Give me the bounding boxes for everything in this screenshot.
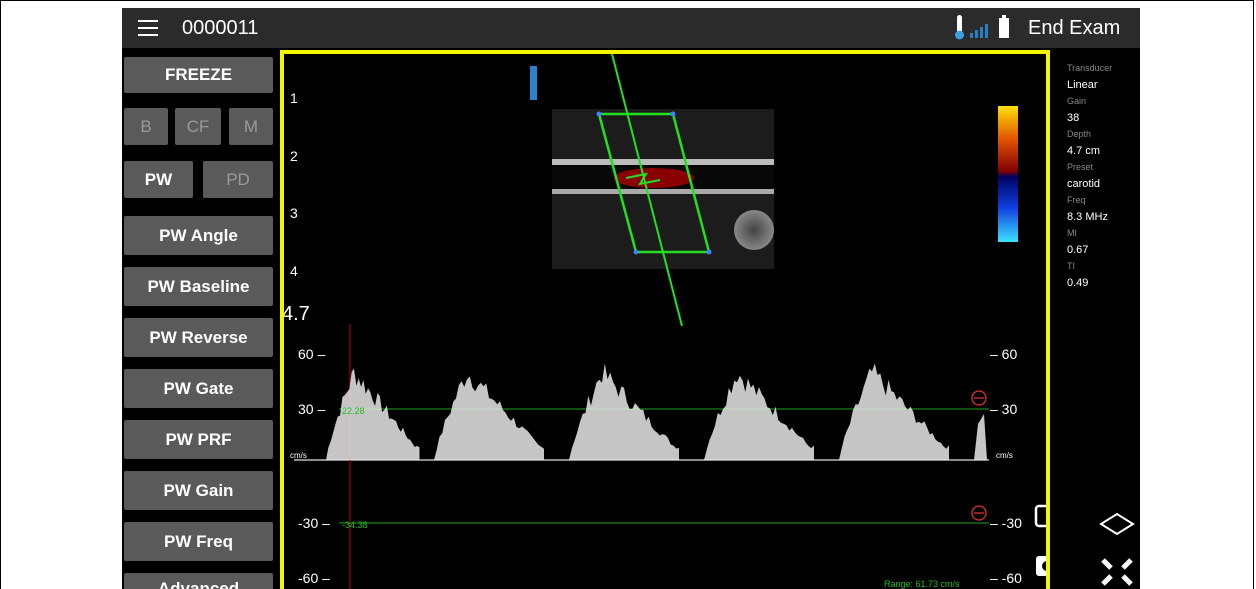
side-icons[interactable] bbox=[1097, 498, 1137, 589]
scale-label: -60 – bbox=[298, 570, 330, 586]
doppler-waveform bbox=[326, 368, 420, 460]
info-value: 8.3 MHz bbox=[1067, 210, 1108, 223]
top-bar: 0000011 End Exam bbox=[122, 8, 1140, 48]
scale-label: 60 – bbox=[298, 346, 325, 362]
doppler-cursor bbox=[611, 54, 683, 327]
doppler-waveform bbox=[704, 375, 814, 460]
doppler-waveform bbox=[434, 376, 544, 460]
patient-id: 0000011 bbox=[182, 17, 259, 39]
depth-value: 4.7 bbox=[284, 303, 310, 325]
range-label: Range: 61.73 cm/s bbox=[884, 579, 960, 589]
info-value: 0.67 bbox=[1067, 243, 1089, 256]
gate bbox=[625, 172, 661, 186]
info-value: 0.49 bbox=[1067, 276, 1089, 289]
ultrasound-canvas: 1 2 3 4 4.7 60 – – 60 30 – – 30 cm/s cm/s -30 – – -3… bbox=[284, 54, 1046, 589]
button[interactable]: PW bbox=[124, 161, 193, 198]
scale-label: -30 – bbox=[298, 515, 330, 531]
info-panel: Transducer Linear Gain 38 Depth 4.7 cm Preset c… bbox=[1067, 60, 1137, 291]
vessel-cross-section bbox=[734, 210, 774, 250]
info-label: Transducer bbox=[1067, 63, 1113, 73]
info-value: Linear bbox=[1067, 78, 1098, 91]
depth-mark: 2 bbox=[290, 148, 298, 164]
scale-label: – -30 bbox=[990, 515, 1022, 531]
scale-label: – 30 bbox=[990, 401, 1017, 417]
button[interactable]: PW Angle bbox=[124, 216, 273, 255]
button[interactable]: PW Gate bbox=[124, 369, 273, 408]
button[interactable]: FREEZE bbox=[124, 57, 273, 93]
color-flow bbox=[614, 168, 694, 188]
vessel-wall bbox=[552, 159, 774, 165]
scale-label: 30 – bbox=[298, 401, 325, 417]
scale-label: cm/s bbox=[996, 451, 1013, 460]
scale-label: – -60 bbox=[990, 570, 1022, 586]
button[interactable]: PD bbox=[203, 161, 273, 198]
gate-velocity: 22.28 bbox=[342, 406, 365, 416]
button[interactable]: Advanced bbox=[124, 573, 273, 589]
image-view: 1 2 3 4 4.7 60 – – 60 30 – – 30 cm/s cm/s -30 – – -3… bbox=[280, 50, 1050, 589]
button[interactable]: PW Baseline bbox=[124, 267, 273, 306]
depth-mark: 4 bbox=[290, 263, 298, 279]
button[interactable]: PW Reverse bbox=[124, 318, 273, 357]
info-label: Preset bbox=[1067, 162, 1094, 172]
info-value: carotid bbox=[1067, 177, 1101, 190]
color-bar bbox=[998, 106, 1018, 242]
info-value: 38 bbox=[1067, 111, 1080, 124]
button[interactable]: PW Gain bbox=[124, 471, 273, 510]
scale-label: cm/s bbox=[290, 451, 307, 460]
button[interactable]: M bbox=[229, 108, 273, 145]
probe-marker bbox=[530, 66, 537, 100]
doppler-waveform bbox=[974, 414, 987, 460]
snapshot-icon[interactable] bbox=[1036, 556, 1046, 576]
app: 0000011 End Exam FREEZE B CF M PW PD PW … bbox=[122, 8, 1140, 589]
depth-mark: 3 bbox=[290, 205, 298, 221]
vessel-wall bbox=[552, 189, 774, 194]
info-label: MI bbox=[1067, 228, 1077, 238]
button[interactable]: B bbox=[124, 108, 168, 145]
button[interactable]: PW PRF bbox=[124, 420, 273, 459]
info-label: TI bbox=[1067, 261, 1075, 271]
menu-icon[interactable] bbox=[138, 19, 160, 37]
info-label: Depth bbox=[1067, 129, 1092, 139]
gate-velocity: -34.38 bbox=[342, 520, 368, 530]
end-exam[interactable]: End Exam bbox=[1028, 17, 1121, 39]
doppler-waveform bbox=[569, 363, 679, 460]
doppler-waveform bbox=[839, 363, 949, 460]
depth-mark: 1 bbox=[290, 90, 298, 106]
button[interactable]: CF bbox=[175, 108, 221, 145]
button[interactable]: PW Freq bbox=[124, 522, 273, 561]
info-value: 4.7 cm bbox=[1067, 144, 1101, 157]
scale-label: – 60 bbox=[990, 346, 1017, 362]
status-icons bbox=[955, 15, 1009, 40]
info-label: Gain bbox=[1067, 96, 1087, 106]
info-label: Freq bbox=[1067, 195, 1086, 205]
record-icon[interactable] bbox=[1034, 504, 1046, 528]
